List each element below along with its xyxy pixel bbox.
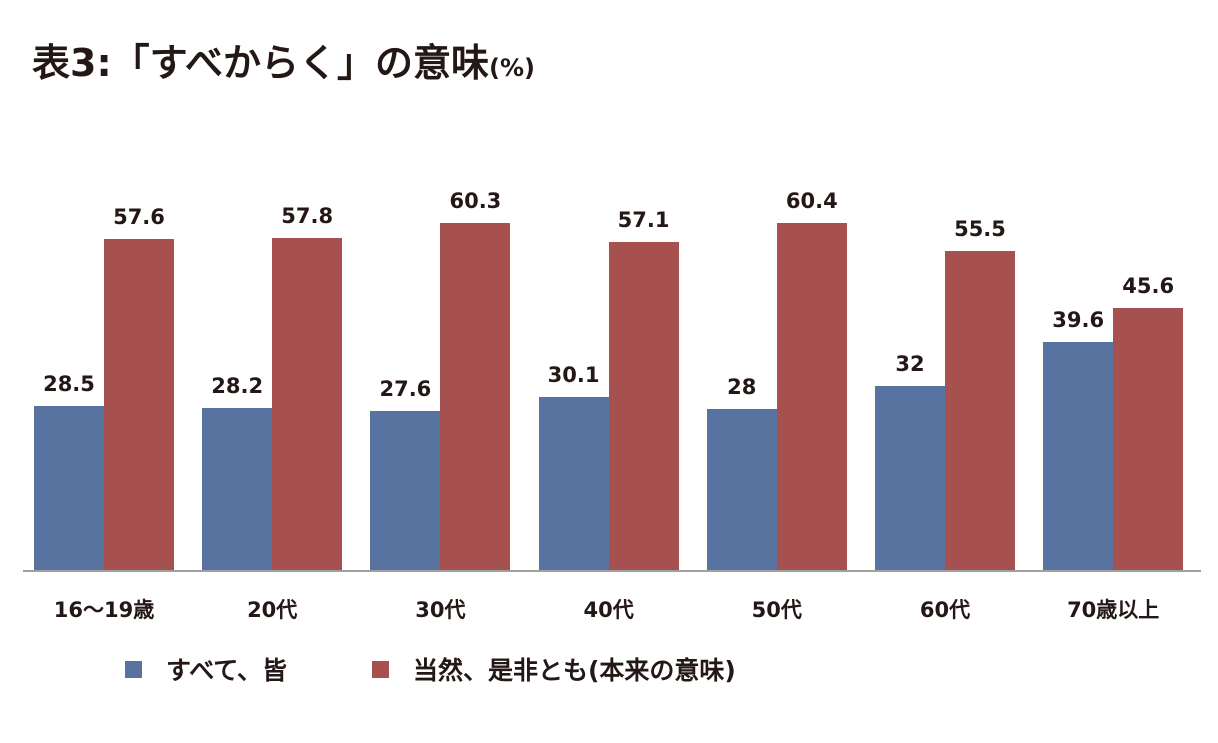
bar-all (875, 386, 945, 570)
x-tick-label: 30代 (415, 598, 466, 622)
bar-original-meaning (1113, 307, 1184, 570)
bar-all (1043, 342, 1114, 570)
data-label: 39.6 (1052, 308, 1105, 333)
data-label: 30.1 (547, 362, 600, 387)
legend-label: すべて、皆 (166, 656, 288, 685)
bar-original-meaning (440, 223, 511, 570)
data-label: 28 (727, 375, 757, 399)
x-tick-label: 60代 (919, 598, 971, 622)
bar-all (538, 396, 609, 570)
bar-original-meaning (776, 222, 847, 570)
data-label: 60.4 (785, 188, 838, 213)
legend-swatch-red-icon (372, 660, 389, 678)
legend-swatch-blue-icon (125, 660, 142, 678)
data-label: 28.2 (211, 373, 264, 398)
data-label: 45.6 (1122, 273, 1175, 298)
bar-all (34, 406, 104, 570)
bar-original-meaning (945, 250, 1015, 570)
data-label: 28.5 (43, 372, 95, 397)
bar-original-meaning (608, 241, 679, 570)
chart-title: 表3:「すべからく」の意味(%) (32, 32, 535, 87)
chart-title-main: 表3:「すべからく」の意味 (32, 41, 489, 85)
bar-all (706, 409, 777, 570)
x-tick-label: 40代 (583, 598, 634, 622)
bar-all (202, 407, 273, 570)
legend-item-original-meaning: 当然、是非とも(本来の意味) (372, 651, 736, 687)
data-label: 55.5 (954, 216, 1006, 241)
data-label: 60.3 (449, 189, 502, 214)
data-label: 57.8 (281, 203, 334, 228)
data-label: 32 (895, 352, 925, 376)
bar-all (370, 411, 441, 570)
legend-label: 当然、是非とも(本来の意味) (413, 656, 736, 685)
x-tick-label: 20代 (247, 598, 298, 622)
data-label: 27.6 (379, 377, 432, 402)
x-tick-label: 16〜19歳 (53, 598, 155, 622)
bar-original-meaning (104, 238, 174, 570)
legend-item-all: すべて、皆 (125, 651, 287, 687)
x-axis-line (23, 570, 1201, 572)
chart-title-unit: (%) (488, 54, 535, 82)
x-tick-label: 70歳以上 (1067, 598, 1160, 622)
data-label: 57.6 (113, 204, 165, 229)
legend: すべて、皆 当然、是非とも(本来の意味) (0, 651, 1218, 691)
x-tick-label: 50代 (751, 598, 802, 622)
bar-original-meaning (272, 237, 343, 570)
data-label: 57.1 (617, 207, 670, 232)
